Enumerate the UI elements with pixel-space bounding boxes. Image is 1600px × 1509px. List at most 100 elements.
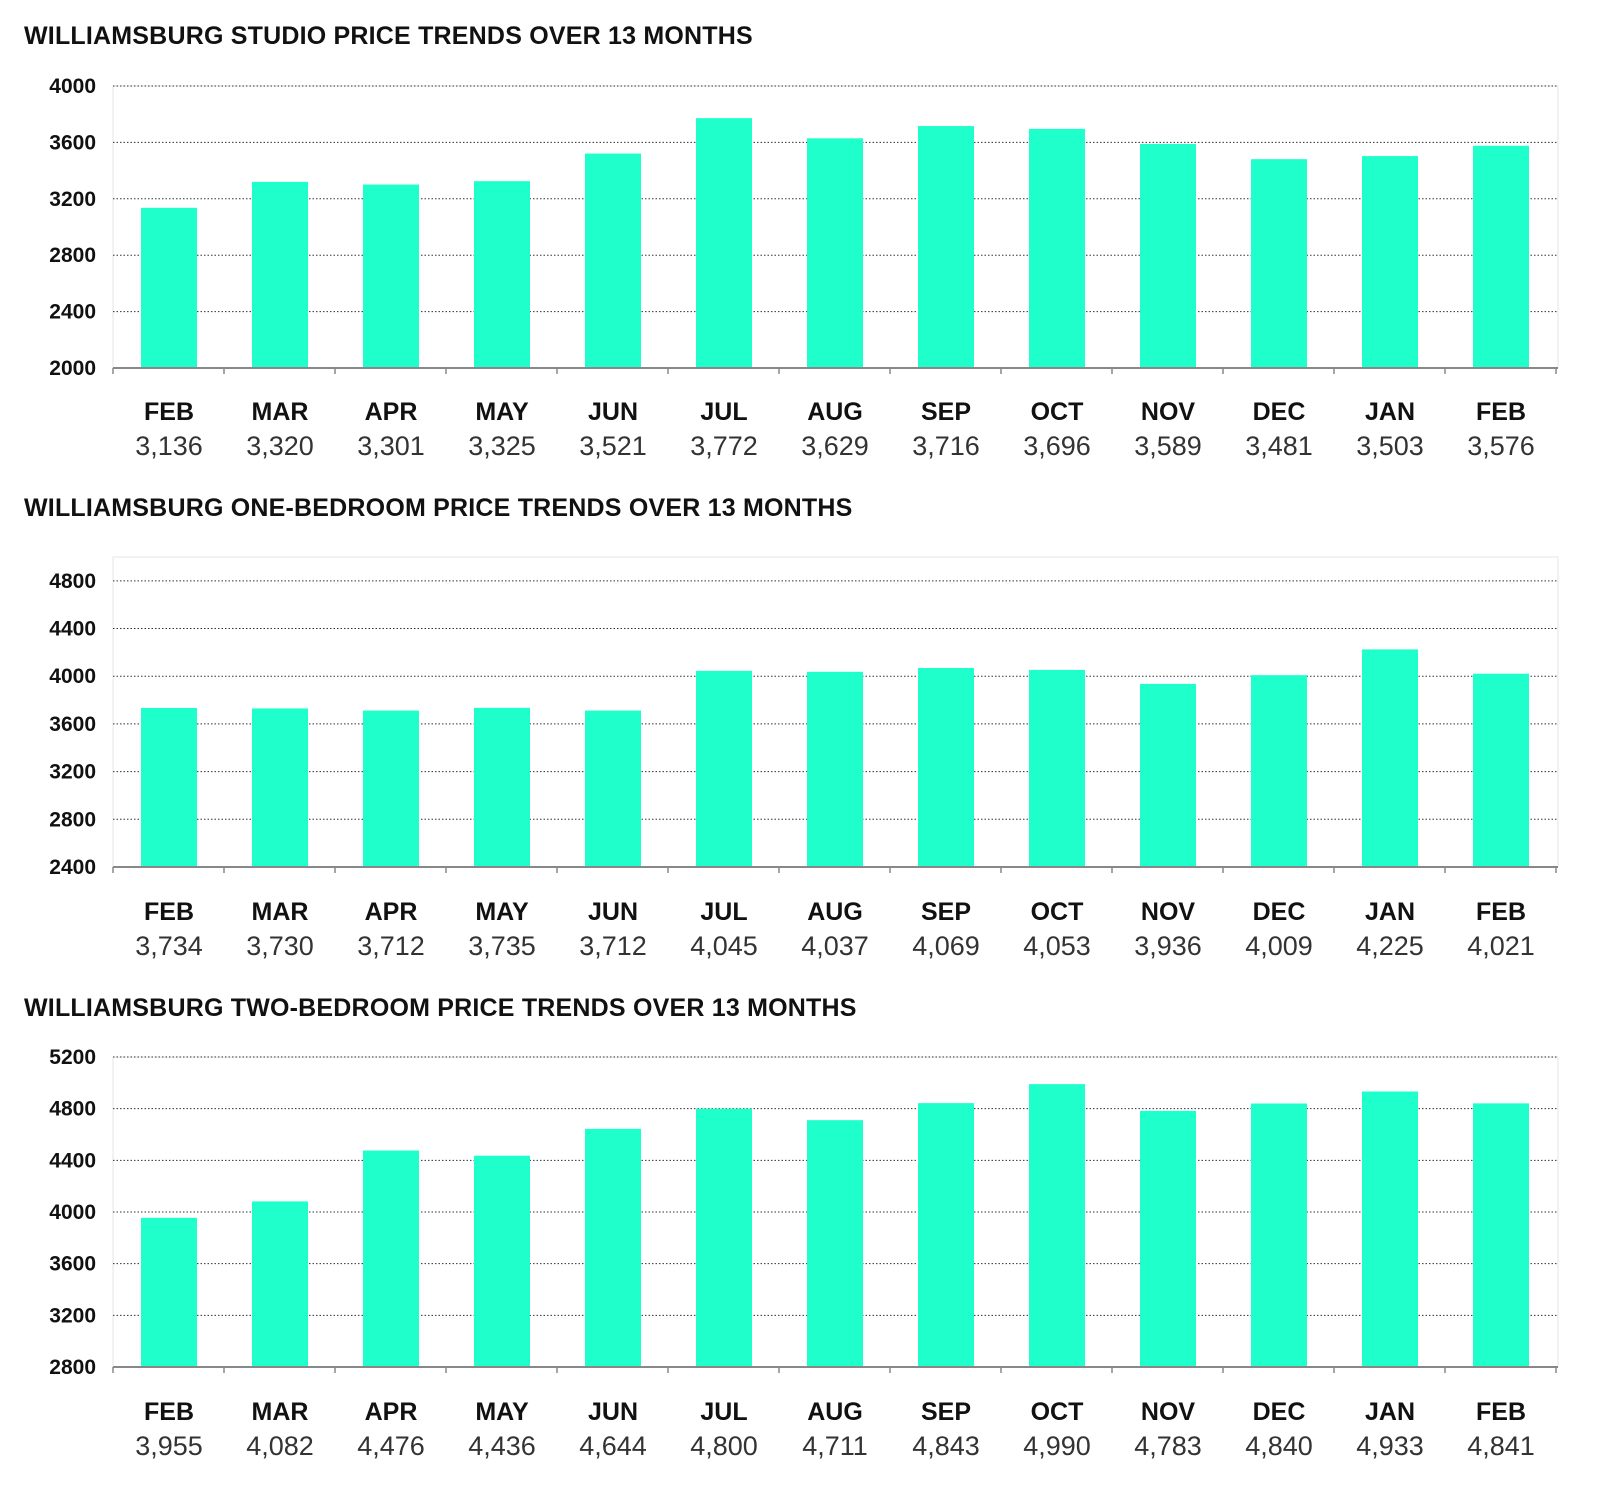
bar — [252, 708, 308, 867]
month-label: AUG — [807, 398, 863, 426]
month-label: FEB — [1476, 398, 1526, 426]
value-label: 4,800 — [690, 1431, 758, 1461]
y-tick-label: 4000 — [49, 1201, 96, 1224]
value-label: 4,053 — [1023, 931, 1091, 961]
month-label: NOV — [1141, 898, 1196, 926]
month-label: SEP — [921, 1398, 971, 1426]
month-label: FEB — [144, 398, 194, 426]
bar — [918, 668, 974, 867]
month-label: DEC — [1253, 898, 1306, 926]
value-label: 3,712 — [579, 931, 647, 961]
month-label: MAR — [252, 898, 309, 926]
value-label: 4,045 — [690, 931, 758, 961]
bar — [1140, 1110, 1196, 1367]
value-label: 3,589 — [1134, 431, 1202, 461]
month-label: DEC — [1253, 398, 1306, 426]
y-tick-label: 4000 — [49, 75, 96, 98]
value-label: 3,730 — [246, 931, 314, 961]
value-label: 3,696 — [1023, 431, 1091, 461]
value-label: 3,734 — [135, 931, 203, 961]
bar — [1140, 683, 1196, 867]
studio-chart-plot: 2000 2400 2800 3200 3600 4000 FEB 3,136 MAR 3,320… — [49, 75, 1559, 461]
y-tick-label: 4800 — [49, 1098, 96, 1121]
bar — [252, 1201, 308, 1367]
bar — [1140, 143, 1196, 368]
value-label: 4,009 — [1245, 931, 1313, 961]
month-label: MAY — [475, 898, 529, 926]
month-label: DEC — [1253, 1398, 1306, 1426]
bar — [1362, 1091, 1418, 1367]
bar — [585, 710, 641, 867]
month-label: FEB — [1476, 1398, 1526, 1426]
month-label: NOV — [1141, 1398, 1196, 1426]
chart-title: WILLIAMSBURG ONE-BEDROOM PRICE TRENDS OV… — [24, 494, 853, 522]
value-label: 4,933 — [1356, 1431, 1424, 1461]
bar — [585, 153, 641, 368]
y-tick-label: 3200 — [49, 761, 96, 784]
month-label: SEP — [921, 898, 971, 926]
bar — [1473, 145, 1529, 368]
bar — [807, 1120, 863, 1367]
month-label: JUL — [700, 898, 747, 926]
value-label: 4,990 — [1023, 1431, 1091, 1461]
y-tick-label: 3600 — [49, 1253, 96, 1276]
value-label: 3,136 — [135, 431, 203, 461]
bar — [807, 138, 863, 368]
value-label: 4,783 — [1134, 1431, 1202, 1461]
month-label: JUL — [700, 398, 747, 426]
value-label: 3,481 — [1245, 431, 1313, 461]
month-label: MAY — [475, 1398, 529, 1426]
chart-title: WILLIAMSBURG TWO-BEDROOM PRICE TRENDS OV… — [24, 994, 857, 1022]
value-label: 3,936 — [1134, 931, 1202, 961]
bar — [1362, 156, 1418, 368]
month-label: FEB — [144, 898, 194, 926]
bar — [1473, 673, 1529, 867]
bar — [1473, 1103, 1529, 1367]
value-label: 3,629 — [801, 431, 869, 461]
bar — [585, 1128, 641, 1367]
bar — [918, 1103, 974, 1367]
bar — [696, 1108, 752, 1367]
value-label: 3,712 — [357, 931, 425, 961]
value-label: 3,716 — [912, 431, 980, 461]
y-tick-label: 4400 — [49, 1149, 96, 1172]
bar — [1251, 159, 1307, 368]
month-label: NOV — [1141, 398, 1196, 426]
value-label: 3,735 — [468, 931, 536, 961]
month-label: JUN — [588, 398, 638, 426]
month-label: OCT — [1031, 398, 1084, 426]
value-label: 4,711 — [802, 1431, 868, 1461]
month-label: FEB — [144, 1398, 194, 1426]
value-label: 3,576 — [1467, 431, 1535, 461]
one-bedroom-chart-plot: 2400 2800 3200 3600 4000 4400 4800 FEB 3,734 MAR 3… — [49, 556, 1559, 961]
month-label: OCT — [1031, 1398, 1084, 1426]
bar — [1029, 1084, 1085, 1367]
value-label: 3,325 — [468, 431, 536, 461]
y-tick-label: 3200 — [49, 1304, 96, 1327]
month-label: JUN — [588, 1398, 638, 1426]
month-label: MAR — [252, 1398, 309, 1426]
month-label: JAN — [1365, 898, 1415, 926]
y-tick-label: 3200 — [49, 188, 96, 211]
month-label: MAR — [252, 398, 309, 426]
bar — [363, 184, 419, 368]
bar — [474, 181, 530, 368]
bar — [918, 126, 974, 368]
bar — [1251, 675, 1307, 867]
value-label: 4,225 — [1356, 931, 1424, 961]
bar — [1029, 669, 1085, 867]
value-label: 3,320 — [246, 431, 314, 461]
value-label: 4,841 — [1467, 1431, 1535, 1461]
bar — [252, 181, 308, 368]
bar — [1251, 1103, 1307, 1367]
y-tick-label: 4000 — [49, 665, 96, 688]
y-tick-label: 4800 — [49, 570, 96, 593]
bar — [1029, 128, 1085, 368]
value-label: 4,840 — [1245, 1431, 1313, 1461]
month-label: JUL — [700, 1398, 747, 1426]
value-label: 3,301 — [357, 431, 425, 461]
value-label: 3,521 — [579, 431, 647, 461]
value-label: 4,436 — [468, 1431, 536, 1461]
value-label: 4,476 — [357, 1431, 425, 1461]
bar — [696, 670, 752, 867]
